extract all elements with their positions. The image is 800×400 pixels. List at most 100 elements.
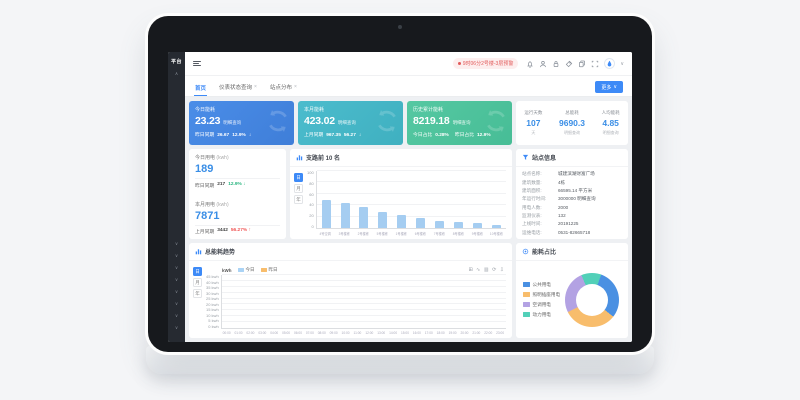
bar-chart-icon xyxy=(296,155,303,161)
gridline xyxy=(221,291,506,293)
sidebar-collapse-icon[interactable]: ∧ xyxy=(174,71,179,76)
tab-site-distribution[interactable]: 站点分布 × xyxy=(269,83,298,96)
period-toggle-group: 日月年 xyxy=(193,265,203,336)
alert-banner[interactable]: 9时06分2号楼-3层预警 xyxy=(452,58,519,69)
bar xyxy=(454,221,464,228)
tab-home[interactable]: 首页 xyxy=(194,84,208,96)
toggle-年[interactable]: 年 xyxy=(294,195,303,204)
sidebar-item-chevron-icon[interactable]: ∨ xyxy=(174,277,179,282)
stat-card-month-energy: 本月能耗 423.02 明细查询 上月同期 967.35 56.27 ↓ xyxy=(298,101,403,145)
gridline xyxy=(221,309,506,311)
toggle-日[interactable]: 日 xyxy=(294,173,303,182)
x-tick-label: 1号楼栋 xyxy=(395,231,407,236)
detail-link[interactable]: 明细查询 xyxy=(223,120,242,125)
table-icon[interactable]: ⊞ xyxy=(468,266,473,273)
legend-item-昨日[interactable]: 昨日 xyxy=(260,267,278,273)
kpi-value: 9690.3 xyxy=(558,118,585,129)
copy-icon[interactable] xyxy=(578,60,586,68)
user-icon[interactable] xyxy=(539,60,547,68)
legend-swatch xyxy=(523,312,530,317)
ratio-label: 今日占比 xyxy=(413,132,433,138)
sidebar-item-chevron-icon[interactable]: ∨ xyxy=(174,289,179,294)
x-tick-label: 20:00 xyxy=(460,330,469,335)
period-toggle-group: 日月年 xyxy=(294,171,304,237)
sidebar-item-chevron-icon[interactable]: ∨ xyxy=(174,301,179,306)
water-drop-icon xyxy=(608,60,612,66)
y-tick-label: 35 kwh xyxy=(206,285,219,291)
toggle-月[interactable]: 月 xyxy=(294,184,303,193)
gridline xyxy=(221,274,506,275)
tab-meter-status[interactable]: 仪表状态查询 × xyxy=(218,83,258,96)
detail-link[interactable]: 明细查询 xyxy=(452,120,471,125)
ratio-label: 昨日占比 xyxy=(454,132,475,138)
sidebar-item-chevron-icon[interactable]: ∨ xyxy=(174,253,179,258)
brand-logo[interactable] xyxy=(604,58,616,69)
fullscreen-icon[interactable] xyxy=(591,60,599,68)
chevron-down-icon[interactable]: ∨ xyxy=(620,60,624,67)
usage-label: 本月用电 xyxy=(195,201,216,208)
arrow-down-icon: ↓ xyxy=(248,132,252,138)
bell-icon[interactable] xyxy=(526,60,534,68)
legend-item-照明插座用电[interactable]: 照明插座用电 xyxy=(523,292,560,298)
bar-chart-icon xyxy=(195,249,202,255)
ratio-value: 12.9% xyxy=(477,132,491,138)
kpi-per-capita-energy: 人均能耗 4.85 明细查询 xyxy=(602,110,620,136)
recycle-watermark-icon xyxy=(487,110,505,132)
x-tick-label: 23:00 xyxy=(496,330,505,335)
tag-icon[interactable] xyxy=(565,60,573,68)
lock-icon[interactable] xyxy=(552,60,560,68)
x-tick-label: 7号楼栋 xyxy=(433,231,446,236)
sidebar: 平台 ∧ ∨ ∨ ∨ ∨ ∨ ∨ ∨ ∨ xyxy=(168,52,185,342)
toggle-日[interactable]: 日 xyxy=(193,267,202,276)
legend-label: 空调用电 xyxy=(532,301,551,307)
bar-chart-icon[interactable]: ▥ xyxy=(483,266,489,273)
tab-label: 站点分布 xyxy=(269,85,292,91)
y-tick-label: 80 xyxy=(309,180,314,186)
axis-unit-label: kWh xyxy=(222,267,232,273)
usage-unit: (kwh) xyxy=(216,201,229,208)
legend-item-公共用电[interactable]: 公共用电 xyxy=(523,282,560,288)
site-info-label: 运维电话: xyxy=(522,229,542,235)
panel-title: 能耗占比 xyxy=(532,250,557,256)
sidebar-item-chevron-icon[interactable]: ∨ xyxy=(174,265,179,270)
more-button[interactable]: 更多 ∨ xyxy=(595,81,623,93)
menu-toggle-icon[interactable] xyxy=(193,60,201,67)
download-icon[interactable]: ⇩ xyxy=(499,266,504,273)
detail-link[interactable]: 明细查询 xyxy=(602,129,619,135)
chart-title: 支路前 10 名 xyxy=(306,156,341,162)
tab-close-icon[interactable]: × xyxy=(254,84,257,90)
x-tick-label: 08:00 xyxy=(317,330,326,335)
toggle-月[interactable]: 月 xyxy=(193,278,202,287)
site-info-row: 监测仪表: 132 xyxy=(522,213,622,218)
legend-item-空调用电[interactable]: 空调用电 xyxy=(523,302,560,308)
stat-card-total-energy: 历史累计能耗 8219.18 明细查询 今日占比 0.28% 昨日占比 12.9… xyxy=(407,101,512,145)
tab-close-icon[interactable]: × xyxy=(293,84,297,90)
detail-link[interactable]: 明细查询 xyxy=(563,129,580,135)
sidebar-menu: ∨ ∨ ∨ ∨ ∨ ∨ ∨ ∨ xyxy=(174,241,179,334)
tab-label: 首页 xyxy=(195,85,207,92)
detail-link[interactable]: 明细查询 xyxy=(337,120,356,125)
refresh-icon[interactable]: ⟳ xyxy=(492,266,497,273)
usage-unit: (kwh) xyxy=(216,155,229,161)
sidebar-item-chevron-icon[interactable]: ∨ xyxy=(174,313,179,318)
bar-series xyxy=(222,275,506,328)
sidebar-item-chevron-icon[interactable]: ∨ xyxy=(174,325,179,330)
y-tick-label: 45 kwh xyxy=(206,274,219,279)
y-tick-label: 40 kwh xyxy=(206,279,219,285)
legend-swatch xyxy=(523,282,530,287)
more-button-label: 更多 xyxy=(601,84,612,91)
delta-value: 12.9% ↓ xyxy=(228,181,246,187)
legend-item-动力用电[interactable]: 动力用电 xyxy=(523,312,560,318)
x-tick-label: 8号楼栋 xyxy=(452,231,465,236)
recycle-watermark-icon xyxy=(378,110,396,132)
chart-title: 总能耗趋势 xyxy=(205,250,236,256)
stat-card-title: 本月能耗 xyxy=(304,106,325,113)
delta-value: 12.9% xyxy=(232,132,246,138)
dashboard-screen: 平台 ∧ ∨ ∨ ∨ ∨ ∨ ∨ ∨ ∨ 9时06分2号楼-3层预警 xyxy=(168,52,632,342)
sidebar-item-chevron-icon[interactable]: ∨ xyxy=(174,241,179,246)
line-chart-icon[interactable]: ∿ xyxy=(476,266,481,273)
site-info-row: 上线时间: 20191225 xyxy=(522,221,622,226)
toggle-年[interactable]: 年 xyxy=(193,289,202,298)
site-info-value: 0531-82665718 xyxy=(558,229,591,235)
legend-item-今日[interactable]: 今日 xyxy=(237,267,255,273)
